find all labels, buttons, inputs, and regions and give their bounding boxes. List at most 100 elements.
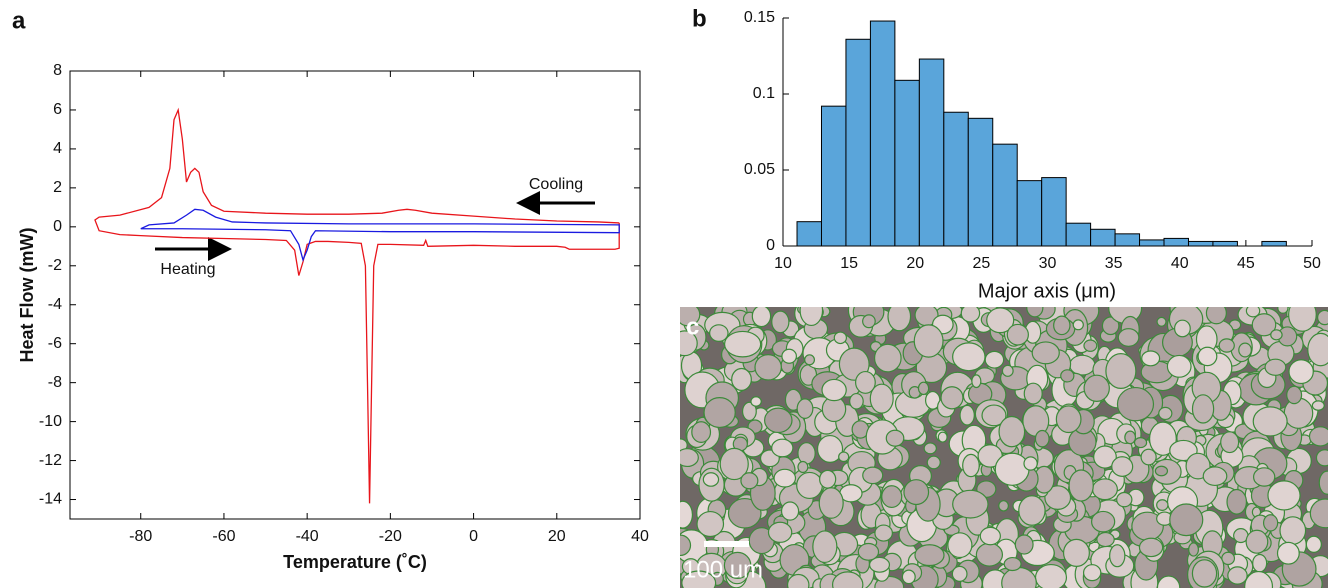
cell	[773, 468, 797, 488]
cell	[1197, 346, 1218, 367]
cell	[1205, 307, 1227, 325]
annotation: Heating	[160, 261, 215, 278]
x-tick-label: 10	[774, 255, 792, 272]
x-tick-label: 30	[1039, 255, 1057, 272]
cell	[1191, 559, 1218, 588]
cell	[1262, 514, 1279, 532]
cell	[901, 569, 916, 585]
cell	[873, 343, 902, 373]
cell	[914, 544, 945, 567]
cell	[940, 386, 964, 410]
cell	[741, 401, 757, 422]
x-tick-label: -20	[379, 528, 402, 545]
cell	[926, 455, 941, 470]
cell	[691, 421, 712, 443]
cell	[981, 404, 1007, 427]
cell	[751, 307, 772, 328]
cell	[833, 331, 848, 345]
cell	[740, 472, 759, 490]
annotation: Cooling	[529, 176, 583, 193]
data-line	[94, 107, 620, 504]
bar	[1065, 222, 1092, 247]
cell	[1023, 382, 1043, 405]
cell	[680, 307, 701, 327]
bar	[1139, 239, 1165, 247]
cell	[702, 472, 720, 487]
cell	[709, 324, 729, 342]
cell	[998, 500, 1010, 512]
cell	[962, 453, 980, 478]
cell	[1264, 358, 1287, 376]
x-tick-label: 20	[548, 528, 566, 545]
y-tick-label: -14	[39, 491, 62, 508]
cell	[994, 452, 1030, 486]
x-tick-label: 50	[1303, 255, 1321, 272]
y-tick-label: 6	[53, 101, 62, 118]
cell	[1023, 456, 1038, 471]
cell	[1317, 309, 1328, 326]
cell	[1173, 319, 1191, 338]
cell	[1245, 529, 1269, 554]
cell	[917, 381, 930, 396]
cell	[1026, 307, 1044, 318]
cell	[1308, 426, 1328, 447]
cell	[1003, 556, 1022, 572]
cell	[731, 367, 752, 391]
cell	[727, 497, 762, 529]
y-tick-label: 0.05	[744, 161, 775, 178]
x-axis-label: Temperature (˚C)	[283, 552, 427, 572]
x-tick-label: 45	[1237, 255, 1255, 272]
cell	[1202, 466, 1228, 487]
bar	[1114, 233, 1141, 247]
cell	[1133, 437, 1148, 449]
cell	[680, 500, 694, 529]
cell	[796, 471, 823, 500]
cell	[1188, 542, 1200, 557]
x-tick-label: -40	[296, 528, 319, 545]
cell	[1062, 538, 1090, 567]
cell	[680, 448, 699, 468]
cell	[1117, 328, 1140, 347]
cell	[796, 398, 814, 419]
cell	[1109, 544, 1126, 568]
cell	[951, 565, 968, 582]
x-tick-label: 0	[469, 528, 478, 545]
cell	[862, 466, 884, 485]
x-tick-label: -60	[212, 528, 235, 545]
cell	[1148, 421, 1177, 456]
scale-bar	[704, 541, 749, 547]
cell	[812, 530, 838, 564]
cell	[1245, 307, 1261, 318]
cell	[819, 469, 837, 489]
cell	[1252, 467, 1276, 487]
cell	[975, 542, 1004, 567]
cell	[1101, 316, 1120, 336]
cell	[1091, 478, 1118, 501]
cell	[979, 526, 1001, 546]
micrograph	[680, 307, 1328, 588]
cell	[1305, 535, 1322, 553]
cell	[1082, 564, 1102, 582]
cell	[1111, 456, 1134, 477]
y-tick-label: -6	[48, 335, 62, 352]
bar	[1163, 237, 1189, 247]
bar	[1212, 240, 1238, 247]
cell	[703, 397, 736, 429]
cell	[1218, 338, 1235, 353]
y-tick-label: -12	[39, 452, 62, 469]
x-tick-label: 20	[906, 255, 924, 272]
cell	[1034, 429, 1050, 448]
cell	[862, 314, 876, 329]
cell	[1252, 406, 1288, 437]
cell	[1154, 465, 1169, 477]
cell	[1116, 491, 1133, 508]
y-tick-label: 0.15	[744, 9, 775, 26]
cell	[947, 532, 973, 559]
bar	[820, 105, 847, 247]
cell	[1252, 553, 1268, 573]
y-tick-label: -4	[48, 296, 62, 313]
bar	[1090, 228, 1116, 247]
panel-label: b	[692, 5, 707, 32]
bar	[845, 38, 871, 247]
cell	[1105, 353, 1137, 389]
